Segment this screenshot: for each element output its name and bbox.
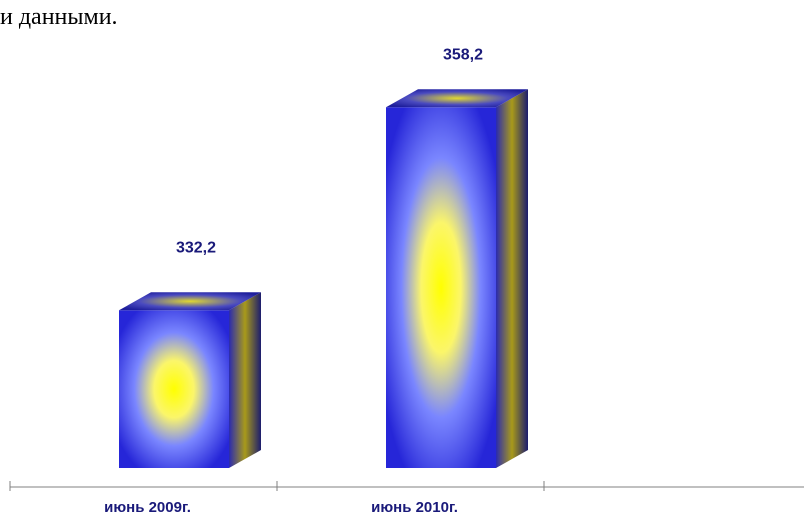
bar-1 — [119, 292, 261, 468]
data-label: 358,2 — [443, 46, 483, 63]
labels: 332,2 июнь 2009г. 358,2 июнь 2010г. — [104, 46, 483, 516]
bar-top — [119, 292, 261, 311]
bar-2 — [386, 89, 528, 469]
x-axis — [9, 481, 804, 491]
bar-top — [386, 89, 528, 108]
bars — [119, 89, 528, 469]
bar-front — [386, 107, 496, 469]
header-text: и данными. — [0, 4, 118, 30]
bar-side — [229, 292, 261, 468]
category-label: июнь 2010г. — [371, 499, 458, 516]
data-label: 332,2 — [176, 239, 216, 256]
bar-front — [119, 310, 229, 468]
bar-side — [496, 89, 528, 469]
category-label: июнь 2009г. — [104, 499, 191, 516]
